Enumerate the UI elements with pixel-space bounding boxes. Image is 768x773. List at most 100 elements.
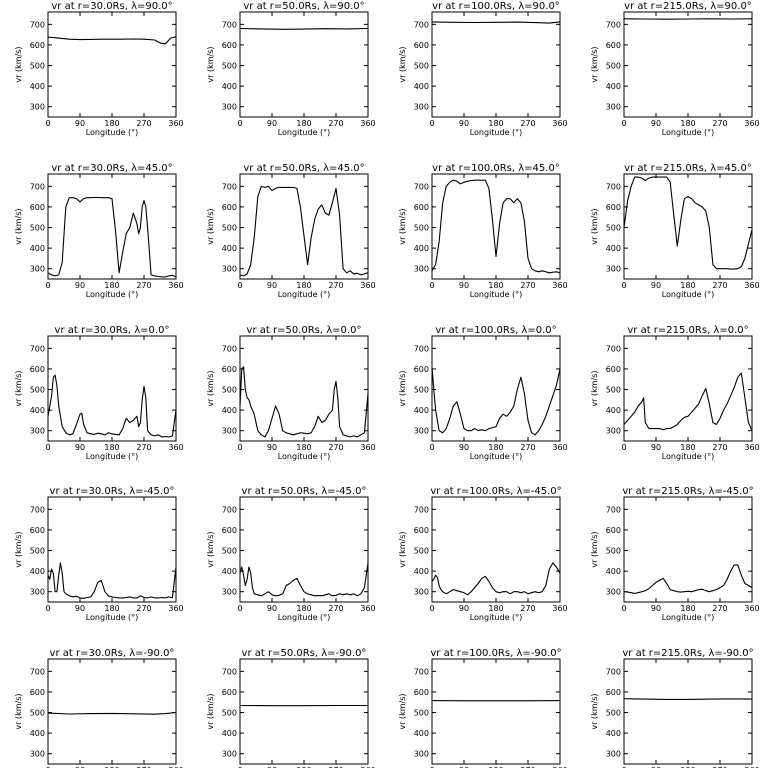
x-tick-label: 360: [360, 443, 375, 452]
x-tick-label: 0: [237, 443, 242, 452]
y-tick-label: 600: [606, 41, 621, 50]
plot-frame: [624, 12, 752, 117]
y-tick-label: 400: [222, 567, 237, 576]
y-tick-label: 300: [606, 265, 621, 274]
y-axis-label: vr (km/s): [14, 208, 23, 244]
y-tick-label: 700: [414, 667, 429, 676]
plot-frame: [48, 336, 176, 441]
y-axis-label: vr (km/s): [14, 531, 23, 567]
x-tick-label: 180: [104, 119, 119, 128]
y-tick-label: 600: [30, 365, 45, 374]
y-tick-label: 400: [30, 567, 45, 576]
data-line: [624, 565, 752, 594]
y-tick-label: 700: [222, 20, 237, 29]
x-tick-label: 90: [75, 604, 85, 613]
y-tick-label: 400: [606, 729, 621, 738]
y-tick-label: 600: [606, 526, 621, 535]
x-tick-label: 90: [651, 604, 661, 613]
x-tick-label: 0: [45, 281, 50, 290]
y-tick-label: 600: [222, 365, 237, 374]
x-tick-label: 270: [328, 119, 343, 128]
plot-frame: [240, 497, 368, 602]
y-tick-label: 300: [30, 588, 45, 597]
x-tick-label: 360: [744, 443, 759, 452]
x-tick-label: 90: [651, 281, 661, 290]
x-tick-label: 90: [267, 281, 277, 290]
y-tick-label: 700: [606, 505, 621, 514]
x-tick-label: 0: [429, 604, 434, 613]
panel-title: vr at r=100.0Rs, λ=-90.0°: [430, 648, 561, 659]
y-tick-label: 400: [606, 82, 621, 91]
x-tick-label: 180: [296, 604, 311, 613]
x-tick-label: 270: [328, 281, 343, 290]
x-tick-label: 180: [680, 443, 695, 452]
panel-title: vr at r=50.0Rs, λ=-90.0°: [242, 648, 367, 659]
y-tick-label: 500: [606, 386, 621, 395]
y-tick-label: 400: [30, 82, 45, 91]
x-axis-label: Longitude (°): [662, 613, 715, 622]
x-tick-label: 360: [360, 604, 375, 613]
x-tick-label: 0: [429, 281, 434, 290]
y-tick-label: 700: [222, 505, 237, 514]
plot-frame: [624, 336, 752, 441]
y-tick-label: 400: [414, 244, 429, 253]
x-tick-label: 180: [104, 281, 119, 290]
data-line: [624, 699, 752, 700]
y-tick-label: 700: [222, 182, 237, 191]
panel-title: vr at r=50.0Rs, λ=90.0°: [243, 1, 364, 12]
x-axis-label: Longitude (°): [662, 452, 715, 461]
y-tick-label: 300: [222, 427, 237, 436]
y-axis-label: vr (km/s): [398, 693, 407, 729]
panel-16: vr at r=30.0Rs, λ=-90.0°0901802703603004…: [14, 648, 184, 768]
x-tick-label: 180: [488, 119, 503, 128]
x-tick-label: 360: [552, 281, 567, 290]
x-axis-label: Longitude (°): [278, 613, 331, 622]
x-tick-label: 360: [360, 119, 375, 128]
panel-title: vr at r=100.0Rs, λ=0.0°: [435, 325, 556, 336]
y-axis-label: vr (km/s): [206, 370, 215, 406]
x-tick-label: 270: [712, 119, 727, 128]
x-axis-label: Longitude (°): [86, 128, 139, 137]
panel-title: vr at r=30.0Rs, λ=45.0°: [51, 163, 172, 174]
y-tick-label: 500: [222, 224, 237, 233]
panel-title: vr at r=215.0Rs, λ=90.0°: [624, 1, 752, 12]
x-tick-label: 360: [744, 119, 759, 128]
y-tick-label: 500: [30, 709, 45, 718]
y-tick-label: 500: [414, 386, 429, 395]
y-tick-label: 600: [222, 526, 237, 535]
plot-frame: [240, 12, 368, 117]
data-line: [48, 563, 176, 598]
y-tick-label: 400: [30, 244, 45, 253]
y-tick-label: 600: [222, 203, 237, 212]
y-tick-label: 600: [606, 688, 621, 697]
y-axis-label: vr (km/s): [14, 693, 23, 729]
x-tick-label: 180: [104, 443, 119, 452]
panel-title: vr at r=215.0Rs, λ=-90.0°: [622, 648, 753, 659]
y-tick-label: 300: [222, 750, 237, 759]
y-tick-label: 600: [30, 203, 45, 212]
y-axis-label: vr (km/s): [398, 370, 407, 406]
y-tick-label: 300: [30, 103, 45, 112]
y-tick-label: 700: [30, 344, 45, 353]
y-tick-label: 600: [414, 688, 429, 697]
y-tick-label: 500: [222, 547, 237, 556]
x-tick-label: 270: [520, 443, 535, 452]
panel-title: vr at r=30.0Rs, λ=-90.0°: [50, 648, 175, 659]
x-tick-label: 0: [237, 604, 242, 613]
x-tick-label: 270: [520, 604, 535, 613]
x-tick-label: 180: [296, 119, 311, 128]
x-tick-label: 360: [744, 281, 759, 290]
x-tick-label: 90: [651, 119, 661, 128]
y-axis-label: vr (km/s): [206, 693, 215, 729]
x-tick-label: 0: [237, 119, 242, 128]
